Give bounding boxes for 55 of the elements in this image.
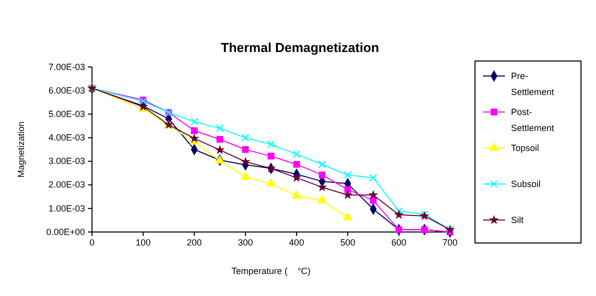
point xyxy=(342,212,353,220)
y-tick-label: 7.00E-03 xyxy=(48,62,85,72)
point xyxy=(368,190,378,200)
point xyxy=(267,140,275,148)
point xyxy=(369,174,378,182)
point xyxy=(421,226,428,233)
point xyxy=(318,160,326,168)
y-tick-label: 5.00E-03 xyxy=(48,109,85,120)
point xyxy=(317,194,327,204)
y-tick-label: 0.00E+00 xyxy=(46,226,85,237)
x-tick-label: 200 xyxy=(186,237,202,248)
point xyxy=(396,226,402,233)
point xyxy=(214,144,225,154)
point xyxy=(266,178,276,186)
point xyxy=(344,186,352,193)
point xyxy=(189,133,200,143)
x-axis-title: Temperature ( °C) xyxy=(231,266,311,276)
y-tick-label: 2.00E-03 xyxy=(48,180,85,190)
legend-label: Subsoil xyxy=(511,179,541,189)
x-tick-label: 0 xyxy=(89,237,95,248)
legend-label: Post-Settlement xyxy=(511,107,555,133)
point xyxy=(216,136,224,143)
point xyxy=(268,152,274,160)
point xyxy=(292,190,302,198)
x-tick-label: 700 xyxy=(442,237,458,248)
y-tick-label: 3.00E-03 xyxy=(48,156,85,166)
point xyxy=(240,172,250,180)
x-tick-label: 400 xyxy=(289,237,304,248)
point xyxy=(394,207,403,215)
point xyxy=(344,171,352,179)
point xyxy=(394,210,404,219)
x-tick-label: 100 xyxy=(136,237,151,248)
point xyxy=(190,118,198,126)
point xyxy=(318,172,326,178)
point xyxy=(292,150,300,158)
point xyxy=(190,127,198,134)
y-axis-title: Magnetization xyxy=(16,121,26,178)
x-tick-label: 300 xyxy=(238,237,253,248)
point xyxy=(317,182,328,192)
point xyxy=(216,124,224,132)
point xyxy=(242,146,249,153)
y-tick-label: 6.00E-03 xyxy=(48,85,85,96)
legend-label: Topsoil xyxy=(511,143,540,153)
point xyxy=(292,172,302,182)
legend-label: Pre-Settlement xyxy=(511,71,555,97)
legend-label: Silt xyxy=(511,215,524,225)
point xyxy=(242,134,250,142)
y-tick-label: 4.00E-03 xyxy=(48,132,85,143)
x-tick-label: 600 xyxy=(391,237,406,248)
chart-title: Thermal Demagnetization xyxy=(220,40,380,55)
point xyxy=(240,156,250,166)
x-tick-label: 500 xyxy=(340,237,356,248)
y-tick-label: 1.00E-03 xyxy=(48,203,85,214)
point xyxy=(293,160,300,168)
point xyxy=(342,190,353,200)
